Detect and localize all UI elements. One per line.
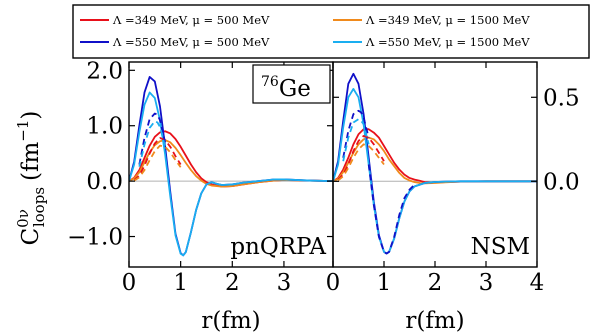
panel-pnqrpa-series-8-dashed <box>138 120 167 167</box>
panel-nsm-plot-area <box>333 72 537 255</box>
annotation-ge76-text: 76Ge <box>261 74 311 102</box>
annotation-ge76-frame <box>252 64 331 104</box>
panel-pnqrpa-series-5-dashed <box>133 137 182 181</box>
legend-label-3: Λ =550 MeV, μ = 500 MeV <box>112 35 270 49</box>
panel-pnqrpa-ytick-label-3: 2.0 <box>86 58 123 84</box>
panel-nsm: 0 1 2 3 4 0.0 0.5 NSM r(fm) <box>326 61 580 334</box>
panel-pnqrpa: 0 1 2 3 −1.0 0.0 1.0 2.0 76Ge pnQRPA r(fm) <box>67 58 334 334</box>
panel-pnqrpa-ticks: 0 1 2 3 −1.0 0.0 1.0 2.0 <box>67 58 333 296</box>
panel-pnqrpa-xtick-label-0: 0 <box>122 270 137 296</box>
legend-entry-3: Λ =550 MeV, μ = 500 MeV <box>80 35 270 49</box>
panel-pnqrpa-series-6-dashed <box>133 144 182 182</box>
panel-nsm-xtick-label-0: 0 <box>326 270 341 296</box>
panel-nsm-label: NSM <box>471 234 530 260</box>
panel-nsm-series-7-dashed <box>342 109 370 158</box>
panel-pnqrpa-series-3-solid <box>129 76 333 257</box>
panel-nsm-xlabel: r(fm) <box>405 308 464 334</box>
y-axis-title-sub: loops <box>30 187 48 227</box>
legend-label-1: Λ =349 MeV, μ = 500 MeV <box>112 13 270 27</box>
panel-nsm-series-6-dashed <box>337 143 385 182</box>
panel-pnqrpa-clip-group <box>129 76 333 257</box>
panel-pnqrpa-series-7-dashed <box>138 112 167 165</box>
panel-nsm-xtick-label-2: 2 <box>428 270 443 296</box>
panel-nsm-ticks: 0 1 2 3 4 0.0 0.5 <box>326 62 580 296</box>
panel-nsm-series-8-dashed <box>342 118 370 162</box>
legend-label-2: Λ =349 MeV, μ = 1500 MeV <box>365 13 530 27</box>
annotation-ge76: 76Ge <box>252 64 331 104</box>
panel-pnqrpa-ytick-label-0: −1.0 <box>67 225 123 251</box>
panel-pnqrpa-xlabel: r(fm) <box>201 308 260 334</box>
panel-pnqrpa-ytick-label-1: 0.0 <box>86 169 123 195</box>
y-axis-title-sup: 0ν <box>14 209 32 228</box>
panel-pnqrpa-label: pnQRPA <box>230 234 326 260</box>
panel-nsm-series-5-dashed <box>337 135 385 181</box>
panel-nsm-ytick-label-0: 0.0 <box>543 169 580 195</box>
y-axis-title-unit-close: ) <box>18 111 44 120</box>
panel-pnqrpa-ytick-label-2: 1.0 <box>86 114 123 140</box>
legend-entry-4: Λ =550 MeV, μ = 1500 MeV <box>333 35 530 49</box>
panel-pnqrpa-plot-area <box>129 76 333 257</box>
y-axis-title: C0νloops (fm−1) <box>14 111 48 246</box>
legend-label-4: Λ =550 MeV, μ = 1500 MeV <box>365 35 530 49</box>
panel-nsm-series-1-solid <box>333 128 537 184</box>
panel-nsm-series-3-solid <box>333 72 537 255</box>
legend-entry-2: Λ =349 MeV, μ = 1500 MeV <box>333 13 530 27</box>
panel-nsm-xtick-label-4: 4 <box>530 270 545 296</box>
annotation-ge76-main: Ge <box>279 76 311 102</box>
panel-pnqrpa-xtick-label-1: 1 <box>173 270 188 296</box>
panel-nsm-series-2-solid <box>333 136 537 185</box>
panel-nsm-xtick-label-3: 3 <box>479 270 494 296</box>
legend: Λ =349 MeV, μ = 500 MeV Λ =349 MeV, μ = … <box>72 4 590 59</box>
y-axis-title-unit: (fm <box>18 141 44 180</box>
panel-pnqrpa-xtick-label-2: 2 <box>225 270 240 296</box>
annotation-ge76-sup: 76 <box>261 74 279 90</box>
panel-nsm-ytick-label-1: 0.5 <box>543 85 580 111</box>
panel-pnqrpa-xtick-label-3: 3 <box>277 270 292 296</box>
legend-entry-1: Λ =349 MeV, μ = 500 MeV <box>80 13 270 27</box>
y-axis-title-base: C <box>18 228 44 246</box>
legend-frame <box>72 4 590 59</box>
panel-nsm-xtick-label-1: 1 <box>377 270 392 296</box>
y-axis-title-unit-sup: −1 <box>14 120 32 142</box>
panel-pnqrpa-series-1-solid <box>129 130 333 188</box>
panel-nsm-series-9-dashed <box>367 164 416 255</box>
panel-nsm-clip-group <box>333 72 537 255</box>
panel-pnqrpa-series-4-solid <box>129 91 333 257</box>
